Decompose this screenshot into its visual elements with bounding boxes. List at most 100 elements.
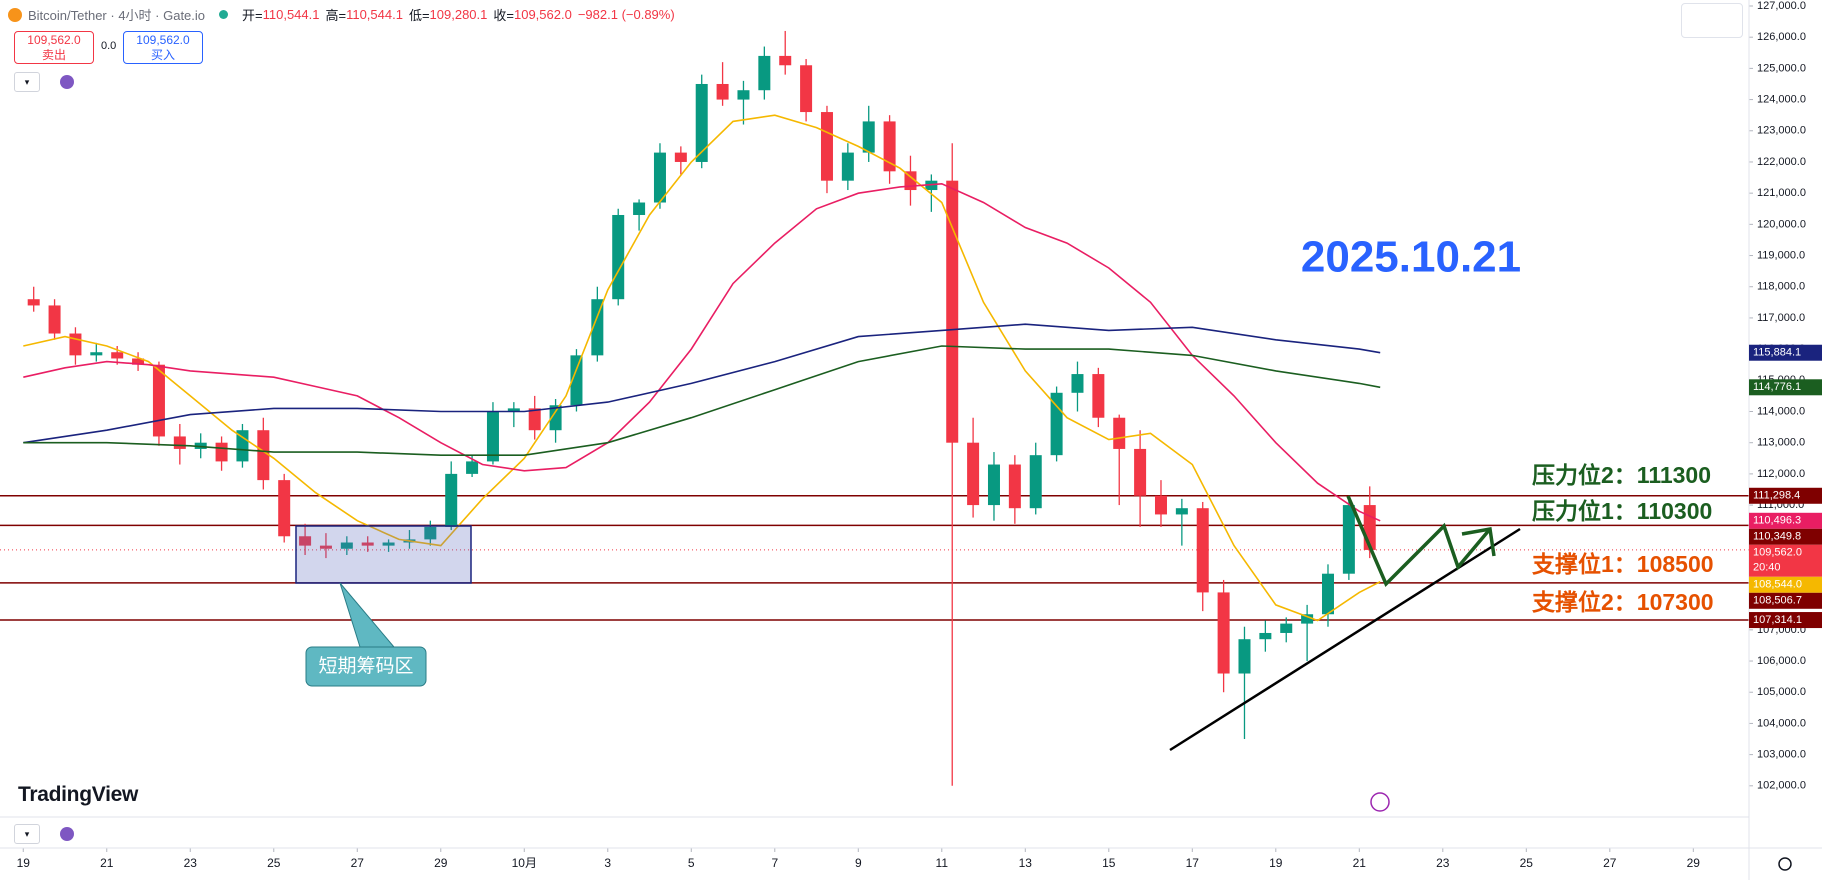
ohlc-open-label: 开=: [242, 8, 263, 23]
y-tick-label: 127,000.0: [1757, 0, 1806, 12]
candle-body: [1154, 495, 1167, 515]
callout-pointer: [339, 582, 396, 648]
ohlc-close-label: 收=: [493, 8, 514, 23]
sell-price: 109,562.0: [27, 33, 81, 47]
candle-body: [90, 352, 103, 356]
candle-body: [612, 214, 625, 300]
event-icon[interactable]: [1370, 792, 1390, 812]
candle-body: [987, 464, 1000, 506]
price-label-bg: [1749, 612, 1822, 629]
ohlc-low-label: 低=: [408, 8, 430, 23]
ohlc-high: 110,544.1: [346, 7, 403, 22]
collapse-button[interactable]: ▾: [14, 72, 40, 92]
candle-body: [528, 408, 541, 431]
symbol: Bitcoin/Tether · 4小时 · Gate.io: [28, 8, 206, 23]
candle-body: [236, 430, 249, 462]
candle-body: [340, 542, 353, 549]
y-tick-label: 120,000.0: [1757, 218, 1806, 230]
candle-body: [695, 83, 708, 162]
refresh-icon[interactable]: [60, 75, 74, 89]
price-label: 108,544.0: [1753, 579, 1802, 591]
candle-body: [1092, 374, 1105, 418]
y-tick-label: 123,000.0: [1757, 125, 1806, 137]
candle-body: [862, 121, 875, 153]
candle-body: [820, 112, 833, 181]
y-tick-label: 102,000.0: [1757, 780, 1806, 792]
bottom-collapse-button[interactable]: ▾: [14, 824, 40, 844]
trend-line: [1169, 527, 1521, 752]
ohlc-change: −982.1 (−0.89%): [577, 7, 675, 22]
sell-label: 卖出: [41, 48, 66, 62]
candle-body: [173, 436, 186, 449]
candle-body: [1217, 592, 1230, 674]
candle-body: [737, 90, 750, 100]
x-tick-label: 19: [1269, 856, 1283, 870]
support-2: 支撑位2：107300: [1531, 589, 1714, 615]
x-tick-label: 25: [1520, 856, 1534, 870]
projection-arrowhead: [1461, 526, 1496, 557]
candle-body: [1071, 374, 1084, 393]
candle-body: [215, 442, 228, 462]
x-tick-label: 21: [1353, 856, 1367, 870]
date-annotation: 2025.10.21: [1301, 233, 1521, 282]
price-label: 108,506.7: [1753, 595, 1802, 607]
price-label-bg: [1749, 487, 1822, 504]
x-tick-label: 29: [434, 856, 448, 870]
candle-body: [1280, 623, 1293, 633]
price-labels: 115,884.1 114,776.1 111,298.4 110,496.3 110,…: [1749, 344, 1822, 629]
x-tick-label: 23: [184, 856, 198, 870]
ohlc-low: 109,280.1: [429, 7, 488, 22]
candle-body: [841, 152, 854, 181]
spread: 0.0: [101, 40, 117, 52]
x-tick-label: 19: [17, 856, 31, 870]
candle-body: [1342, 505, 1355, 574]
candle-body: [758, 55, 771, 91]
x-tick-label: 21: [100, 856, 114, 870]
candle-body: [800, 65, 813, 113]
candle-body: [111, 352, 124, 359]
price-label: 111,298.4: [1753, 490, 1800, 502]
candle-body: [883, 121, 896, 172]
candle-body: [278, 480, 291, 537]
ohlc-close: 109,562.0: [513, 7, 572, 22]
candle-body: [486, 411, 499, 462]
y-tick-label: 125,000.0: [1757, 62, 1806, 74]
price-label: 110,496.3: [1753, 515, 1801, 527]
x-tick-label: 17: [1186, 856, 1200, 870]
resistance-1: 压力位1：110300: [1532, 498, 1712, 524]
support-1: 支撑位1：108500: [1531, 551, 1714, 577]
sell-button[interactable]: 109,562.0 卖出: [14, 31, 94, 64]
callout-box: [305, 646, 427, 687]
toolbar-box[interactable]: [1681, 3, 1743, 38]
x-tick-label: 15: [1102, 856, 1116, 870]
price-countdown: 20:40: [1753, 562, 1781, 574]
buy-button[interactable]: 109,562.0 买入: [123, 31, 203, 64]
candle-body: [1113, 417, 1126, 449]
candle-body: [549, 405, 562, 431]
candle-body: [1196, 508, 1209, 593]
x-tick-label: 3: [604, 856, 611, 870]
candle-body: [1321, 573, 1334, 615]
moving-average: [23, 114, 1381, 622]
candle-body: [382, 542, 395, 546]
ohlc-high-label: 高=: [325, 8, 347, 23]
y-tick-label: 122,000.0: [1757, 156, 1806, 168]
candle-body: [152, 364, 165, 437]
bottom-refresh-icon[interactable]: [60, 827, 74, 841]
price-label-bg: [1749, 592, 1822, 609]
callout-text: 短期筹码区: [318, 655, 413, 677]
price-label-bg: [1749, 379, 1822, 396]
settings-icon[interactable]: [1778, 857, 1792, 871]
price-label: 109,562.0: [1753, 547, 1802, 559]
price-label: 107,314.1: [1753, 614, 1802, 626]
candle-body: [507, 408, 520, 412]
x-tick-label: 29: [1687, 856, 1701, 870]
resistance-2: 压力位2：111300: [1532, 462, 1711, 488]
x-tick-label: 5: [688, 856, 695, 870]
ohlc-open: 110,544.1: [262, 7, 320, 22]
candle-body: [779, 55, 792, 66]
candle-body: [1175, 508, 1188, 515]
back-layer: 102,000.0 103,000.0 104,000.0 105,000.0 106,…: [0, 0, 1806, 870]
